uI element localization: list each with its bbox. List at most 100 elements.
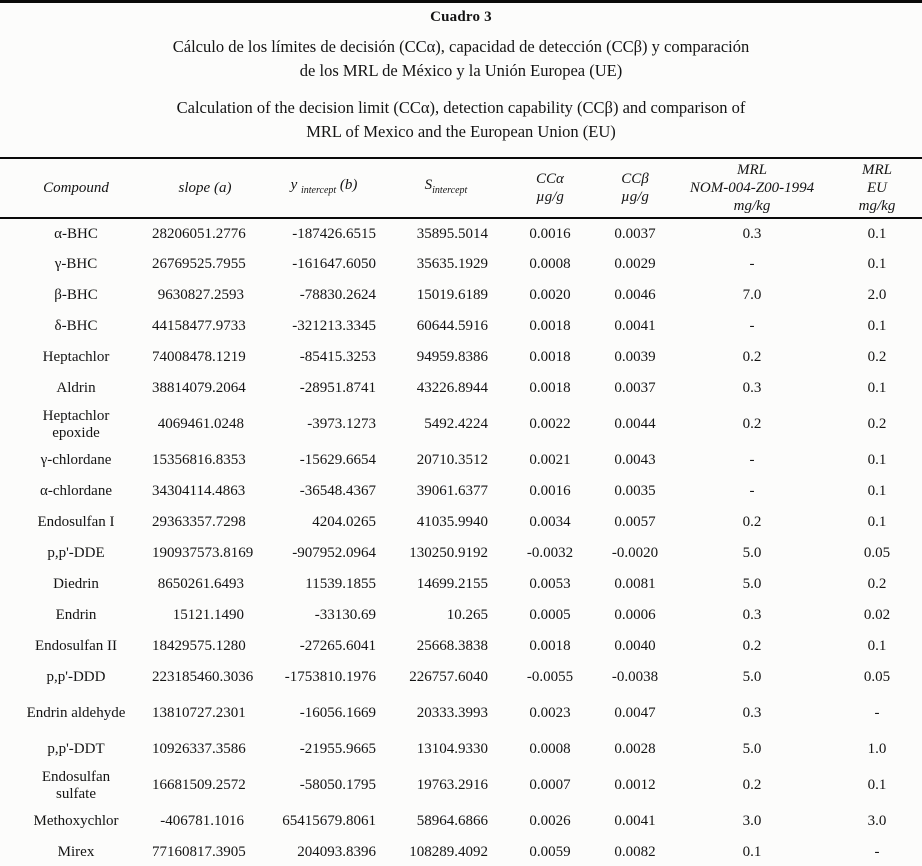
y-intercept-cell: -1753810.1976 <box>284 669 376 685</box>
slope-cell: 29363357.7298 <box>152 514 246 530</box>
table-label: Cuadro 3 <box>430 9 492 25</box>
s-intercept-cell: 20333.3993 <box>416 705 488 721</box>
table-titles: Cuadro 3 Cálculo de los límites de decis… <box>0 9 922 144</box>
cca-cell: 0.0018 <box>529 318 571 334</box>
s-intercept-cell: 14699.2155 <box>416 576 488 592</box>
slope-cell: 223185460.3036 <box>152 669 254 685</box>
ccb-cell: 0.0082 <box>614 843 656 860</box>
cca-cell: 0.0023 <box>529 705 571 721</box>
table-row: α-chlordane 34304114.4863 -36548.4367 39… <box>0 476 922 507</box>
compound-cell: Heptachlor epoxide <box>42 407 110 441</box>
table-row: Aldrin 38814079.2064 -28951.8741 43226.8… <box>0 373 922 404</box>
header-mrl-nom: MRL NOM-004-Z00-1994 mg/kg <box>672 158 832 218</box>
slope-cell: 8650261.6493 <box>157 576 244 592</box>
header-y-suffix: (b) <box>336 177 358 193</box>
s-intercept-cell: 39061.6377 <box>416 483 488 499</box>
y-intercept-cell: -907952.0964 <box>292 545 376 561</box>
ccb-cell: 0.0047 <box>614 705 656 721</box>
compound-cell: α-chlordane <box>40 483 112 499</box>
mrl-eu-cell: 0.1 <box>867 483 887 499</box>
s-intercept-cell: 94959.8386 <box>416 349 488 365</box>
title-english-line1: Calculation of the decision limit (CCα),… <box>176 98 746 117</box>
y-intercept-cell: -3973.1273 <box>307 416 376 432</box>
slope-cell: 10926337.3586 <box>152 741 246 757</box>
mrl-nom-cell: 5.0 <box>742 576 762 592</box>
mrl-eu-cell: 0.05 <box>863 669 891 685</box>
y-intercept-cell: -78830.2624 <box>299 287 376 303</box>
cca-cell: 0.0053 <box>529 576 571 592</box>
cca-cell: 0.0059 <box>529 843 571 860</box>
cca-cell: 0.0008 <box>529 256 571 272</box>
s-intercept-cell: 43226.8944 <box>416 380 488 396</box>
mrl-nom-cell: - <box>749 256 755 272</box>
header-compound: Compound <box>43 180 109 196</box>
mrl-nom-cell: 5.0 <box>742 741 762 757</box>
header-mrl-eu-line2: EU <box>867 180 887 196</box>
header-mrl-eu-line3: mg/kg <box>858 198 896 214</box>
ccb-cell: 0.0028 <box>614 741 656 757</box>
table-row: p,p'-DDE 190937573.8169 -907952.0964 130… <box>0 538 922 569</box>
slope-cell: 9630827.2593 <box>157 287 244 303</box>
title-english: Calculation of the decision limit (CCα),… <box>0 96 922 144</box>
s-intercept-cell: 108289.4092 <box>409 843 488 860</box>
header-mrl-nom-line3: mg/kg <box>733 198 771 214</box>
mrl-eu-cell: 1.0 <box>867 741 887 757</box>
cca-cell: 0.0026 <box>529 813 571 829</box>
mrl-eu-cell: 3.0 <box>867 813 887 829</box>
y-intercept-cell: -21955.9665 <box>299 741 376 757</box>
s-intercept-cell: 20710.3512 <box>416 452 488 468</box>
mrl-eu-cell: 0.02 <box>863 607 891 623</box>
title-spanish-line2: de los MRL de México y la Unión Europea … <box>299 61 623 80</box>
mrl-nom-cell: - <box>749 452 755 468</box>
table-row: δ-BHC 44158477.9733 -321213.3345 60644.5… <box>0 311 922 342</box>
mrl-nom-cell: 3.0 <box>742 813 762 829</box>
header-ccb: CCβ µg/g <box>598 158 672 218</box>
slope-cell: 15356816.8353 <box>152 452 246 468</box>
ccb-cell: 0.0057 <box>614 514 656 530</box>
ccb-cell: -0.0020 <box>611 545 659 561</box>
mrl-eu-cell: - <box>874 705 880 721</box>
table-row: Mirex 77160817.3905 204093.8396 108289.4… <box>0 837 922 866</box>
y-intercept-cell: -16056.1669 <box>299 705 376 721</box>
slope-cell: 16681509.2572 <box>152 777 246 793</box>
cca-cell: 0.0021 <box>529 452 571 468</box>
compound-cell: Methoxychlor <box>33 813 119 829</box>
mrl-nom-cell: 5.0 <box>742 545 762 561</box>
slope-cell: 18429575.1280 <box>152 638 246 654</box>
mrl-nom-cell: 5.0 <box>742 669 762 685</box>
header-cca-line2: µg/g <box>536 189 564 205</box>
y-intercept-cell: -28951.8741 <box>299 380 376 396</box>
ccb-cell: 0.0041 <box>614 318 656 334</box>
s-intercept-cell: 35635.1929 <box>416 256 488 272</box>
s-intercept-cell: 60644.5916 <box>416 318 488 334</box>
mrl-eu-cell: 0.1 <box>867 452 887 468</box>
header-s-sub: intercept <box>432 185 468 196</box>
compound-cell: α-BHC <box>54 225 98 242</box>
y-intercept-cell: -161647.6050 <box>292 256 376 272</box>
header-y-intercept: y intercept (b) <box>258 158 390 218</box>
compound-cell: Endrin <box>55 607 97 623</box>
mrl-eu-cell: 0.05 <box>863 545 891 561</box>
header-cca-line1: CCα <box>536 171 564 187</box>
mrl-nom-cell: 0.1 <box>742 843 762 860</box>
cca-cell: -0.0032 <box>526 545 574 561</box>
y-intercept-cell: -187426.6515 <box>292 225 376 242</box>
slope-cell: 190937573.8169 <box>152 545 254 561</box>
table-top-rule <box>0 0 922 3</box>
cca-cell: 0.0007 <box>529 777 571 793</box>
cca-cell: 0.0018 <box>529 349 571 365</box>
mrl-eu-cell: 0.1 <box>867 380 887 396</box>
compound-cell: γ-BHC <box>54 256 98 272</box>
y-intercept-cell: 4204.0265 <box>312 514 376 530</box>
y-intercept-cell: 65415679.8061 <box>282 813 376 829</box>
y-intercept-cell: 11539.1855 <box>305 576 376 592</box>
compound-cell: Heptachlor <box>42 349 110 365</box>
mrl-eu-cell: 0.1 <box>867 225 887 242</box>
mrl-nom-cell: 0.3 <box>742 380 762 396</box>
y-intercept-cell: -58050.1795 <box>299 777 376 793</box>
ccb-cell: 0.0081 <box>614 576 656 592</box>
slope-cell: 38814079.2064 <box>152 380 246 396</box>
header-mrl-eu: MRL EU mg/kg <box>832 158 922 218</box>
cca-cell: 0.0008 <box>529 741 571 757</box>
table-row: Endrin 15121.1490 -33130.69 10.265 0.000… <box>0 600 922 631</box>
